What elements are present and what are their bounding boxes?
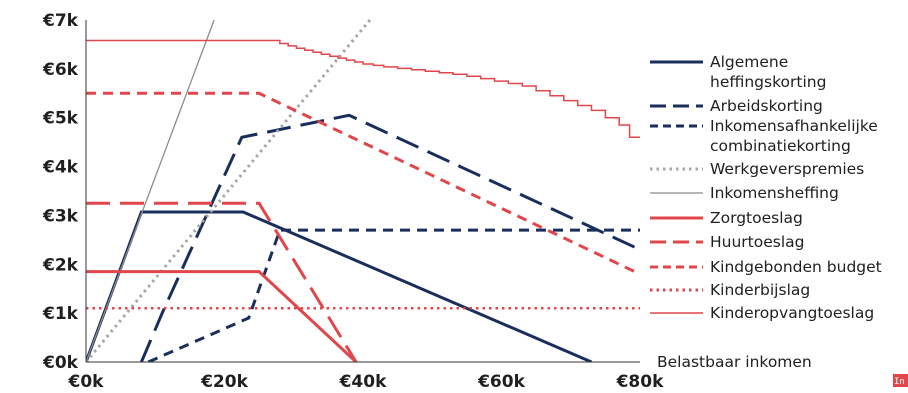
y-tick-label: €2k: [42, 255, 79, 275]
y-tick-label: €3k: [42, 206, 79, 226]
legend-item: Inkomensafhankelijke combinatiekorting: [650, 117, 878, 155]
x-tick-label: €40k: [339, 372, 387, 392]
legend-item: Algemene heffingskorting: [650, 53, 826, 91]
badge-box: [893, 374, 908, 387]
badge-text: In: [894, 377, 905, 387]
legend-label: Kinderopvangtoeslag: [710, 304, 874, 322]
series-line-9: [86, 39, 640, 139]
legend-label: Werkgeverspremies: [710, 160, 864, 178]
y-tick-label: €4k: [42, 158, 79, 178]
legend-label: Inkomensheffing: [710, 184, 839, 202]
legend-item: Zorgtoeslag: [650, 209, 803, 227]
legend-label: Zorgtoeslag: [710, 209, 803, 227]
series-line-3: [86, 19, 372, 362]
series-line-5: [86, 270, 358, 362]
legend: Algemene heffingskorting Arbeidskorting Ink…: [650, 53, 882, 322]
legend-label: Arbeidskorting: [710, 97, 823, 115]
legend-label: Algemene: [710, 53, 788, 71]
legend-item: Werkgeverspremies: [650, 160, 864, 178]
x-tick-label: €80k: [616, 372, 664, 392]
y-tick-label: €1k: [42, 304, 79, 324]
legend-label: heffingskorting: [710, 73, 826, 91]
y-tick-label: €6k: [42, 60, 79, 80]
y-tick-label: €0k: [42, 353, 79, 373]
series-line-7: [86, 91, 641, 276]
x-tick-labels: €0k €20k €40k €60k €80k: [68, 372, 665, 392]
series-line-4: [86, 19, 215, 362]
legend-label: combinatiekorting: [710, 137, 851, 155]
series-line-6: [86, 201, 358, 362]
legend-label: Kindgebonden budget: [710, 258, 882, 276]
legend-item: Kindgebonden budget: [650, 258, 882, 276]
legend-label: Huurtoeslag: [710, 233, 805, 251]
legend-item: Inkomensheffing: [650, 184, 839, 202]
legend-item: Kinderopvangtoeslag: [650, 304, 874, 322]
x-tick-label: €20k: [200, 372, 248, 392]
legend-item: Huurtoeslag: [650, 233, 805, 251]
series-line-0: [86, 210, 593, 362]
y-tick-label: €7k: [42, 11, 79, 31]
series-line-1: [140, 113, 641, 362]
legend-item: Arbeidskorting: [650, 97, 823, 115]
plot-lines: [86, 19, 641, 362]
x-tick-label: €0k: [68, 372, 105, 392]
axes: [85, 20, 640, 363]
y-tick-labels: €0k €1k €2k €3k €4k €5k €6k €7k: [42, 11, 79, 373]
x-axis-label: Belastbaar inkomen: [657, 353, 812, 371]
series-line-2: [147, 228, 640, 362]
y-tick-label: €5k: [42, 109, 79, 129]
legend-label: Inkomensafhankelijke: [710, 117, 878, 135]
legend-label: Kinderbijslag: [710, 281, 810, 299]
legend-item: Kinderbijslag: [650, 281, 810, 299]
x-tick-label: €60k: [477, 372, 525, 392]
